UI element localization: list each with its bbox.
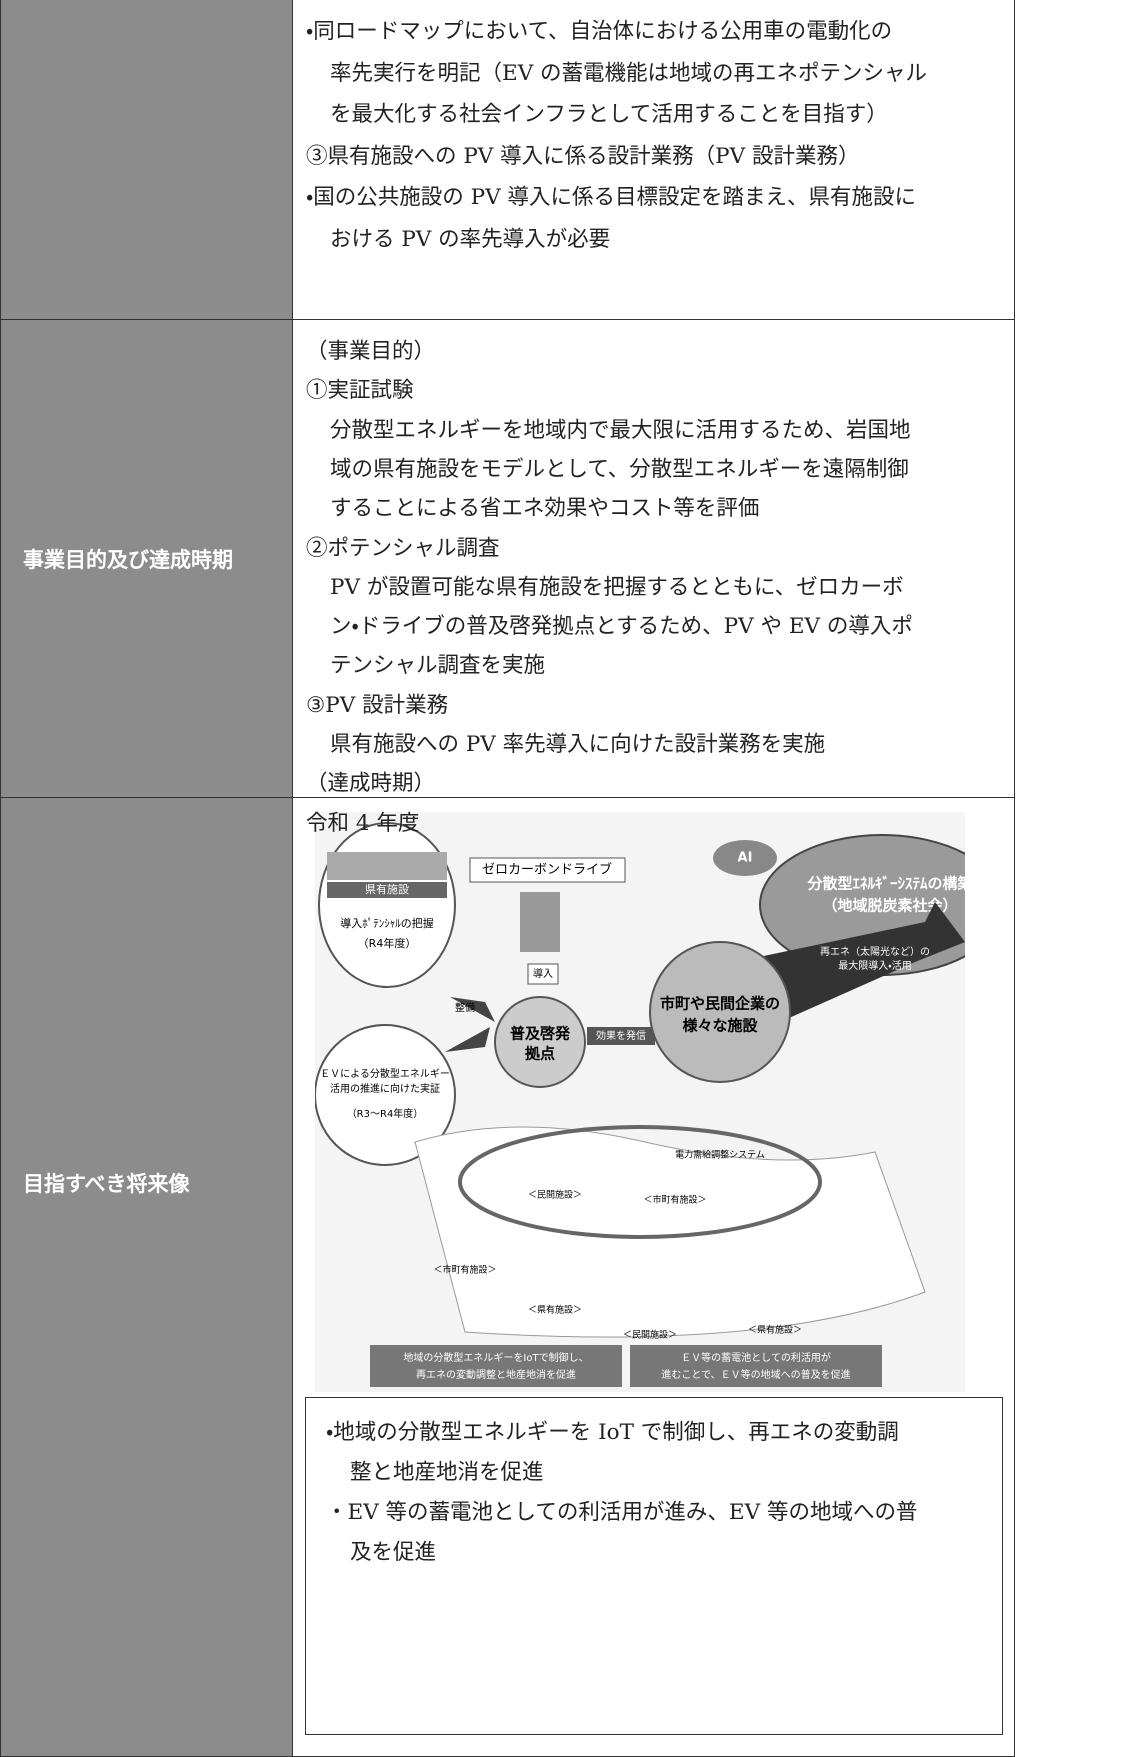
diagram-text: 再エネの変動調整と地産地消を促進 (416, 1368, 576, 1381)
diagram-text: 地域の分散型エネルギーをIoTで制御し、 (403, 1351, 588, 1364)
text-line: 整と地産地消を促進 (350, 1460, 544, 1485)
text-line: ン・ドライブの普及啓発拠点とするため、PV や EV の導入ポ (330, 614, 913, 640)
text-line: することによる省エネ効果やコスト等を評価 (330, 496, 760, 522)
ev-circle (315, 1024, 456, 1166)
diagram-text: （R4年度） (358, 936, 417, 950)
row-label: 目指すべき将来像 (23, 1172, 190, 1196)
diagram-text: 整備 (455, 1001, 475, 1014)
diagram: 分散型ｴﾈﾙｷﾞｰｼｽﾃﾑの構築 （地域脱炭素社会） AI 県有施設 導入ﾎﾟﾃ… (315, 812, 965, 1392)
label-cell: 目指すべき将来像 (0, 797, 293, 1757)
diagram-text: 普及啓発 (510, 1025, 571, 1043)
text-line: PV が設置可能な県有施設を把握するとともに、ゼロカーボ (330, 574, 904, 600)
diagram-text: ＥＶ等の蓄電池としての利活用が (681, 1351, 831, 1364)
map (414, 1126, 926, 1338)
text-line: ③PV 設計業務 (306, 692, 449, 718)
label-box (527, 963, 559, 985)
text-line: （達成時期） (306, 771, 436, 797)
text-line: 率先実行を明記（EV の蓄電機能は地域の再エネポテンシャル (330, 60, 928, 86)
big-arrow (735, 902, 965, 1042)
row-label: 事業目的及び達成時期 (23, 547, 233, 572)
label-cell: 事業目的及び達成時期 (0, 319, 293, 798)
arrow (445, 1027, 490, 1052)
text-line: ②ポテンシャル調査 (306, 535, 500, 561)
diagram-text: ＜市町有施設＞ (433, 1264, 496, 1276)
text-line: ・地域の分散型エネルギーを IoT で制御し、再エネの変動調 (326, 1420, 899, 1445)
diagram-text: ＜県有施設＞ (528, 1304, 582, 1316)
pref-circle (318, 822, 456, 988)
text-line: 県有施設への PV 率先導入に向けた設計業務を実施 (330, 732, 826, 757)
label-box (587, 1027, 655, 1045)
diagram-text: （R3～R4年度） (347, 1107, 424, 1120)
buildings (327, 852, 447, 880)
arrow (450, 997, 495, 1022)
diagram-text: 分散型ｴﾈﾙｷﾞｰｼｽﾃﾑの構築 (806, 875, 965, 893)
diagram-text: ＜民間施設＞ (528, 1189, 582, 1201)
building (520, 892, 560, 952)
text-line: ・同ロードマップにおいて、自治体における公用車の電動化の (306, 19, 893, 44)
text-line: 及を促進 (350, 1540, 437, 1565)
grid-ring (458, 1125, 822, 1239)
diagram-text: 再エネ（太陽光など）の (820, 945, 930, 958)
diagram-text: 様々な施設 (682, 1017, 758, 1035)
label-cell (0, 0, 293, 320)
hub-circle (494, 996, 586, 1088)
diagram-text: ＥＶによる分散型エネルギー (320, 1067, 450, 1080)
diagram-text: ＜県有施設＞ (748, 1324, 802, 1336)
diagram-text: 県有施設 (365, 882, 409, 896)
diagram-text: 最大限導入・活用 (838, 959, 911, 972)
label-box (469, 857, 626, 883)
text-line: テンシャル調査を実施 (330, 653, 546, 679)
text-line: ③県有施設への PV 導入に係る設計業務（PV 設計業務） (306, 143, 860, 169)
note-box (370, 1345, 622, 1387)
facility-circle (649, 941, 791, 1083)
text-line: 令和 4 年度 (306, 810, 420, 836)
text-line: ・EV 等の蓄電池としての利活用が進み、EV 等の地域への普 (326, 1500, 918, 1525)
text-line: 域の県有施設をモデルとして、分散型エネルギーを遠隔制御 (330, 456, 909, 482)
diagram-text: 導入 (533, 967, 553, 980)
diagram-text: （地域脱炭素社会） (822, 897, 957, 915)
diagram-text: ＜民間施設＞ (623, 1329, 677, 1341)
diagram-text: 効果を発信 (596, 1029, 646, 1042)
text-line: ①実証試験 (306, 378, 414, 404)
diagram-text: ＜市町有施設＞ (643, 1194, 706, 1206)
note-box (630, 1345, 882, 1387)
text-line: 分散型エネルギーを地域内で最大限に活用するため、岩国地 (330, 417, 911, 443)
diagram-text: 導入ﾎﾟﾃﾝｼｬﾙの把握 (340, 916, 434, 930)
pref-band (327, 882, 447, 898)
diagram-text: 拠点 (525, 1045, 555, 1063)
text-line: おける PV の率先導入が必要 (330, 226, 611, 252)
text-line: を最大化する社会インフラとして活用することを目指す） (330, 102, 888, 127)
text-line: （事業目的） (306, 339, 436, 364)
diagram-text: 進むことで、ＥＶ等の地域への普及を促進 (661, 1368, 850, 1381)
text-line: ・国の公共施設の PV 導入に係る目標設定を踏まえ、県有施設に (306, 185, 916, 210)
diagram-text: 市町や民間企業の (660, 995, 780, 1013)
cloud (713, 840, 777, 876)
diagram-text: 活用の推進に向けた実証 (330, 1082, 440, 1095)
diagram-text: AI (738, 851, 753, 866)
diagram-text: 電力需給調整システム (675, 1149, 765, 1161)
summary-box (305, 1397, 1003, 1735)
diagram-text: ゼロカーボンドライブ (482, 862, 612, 878)
